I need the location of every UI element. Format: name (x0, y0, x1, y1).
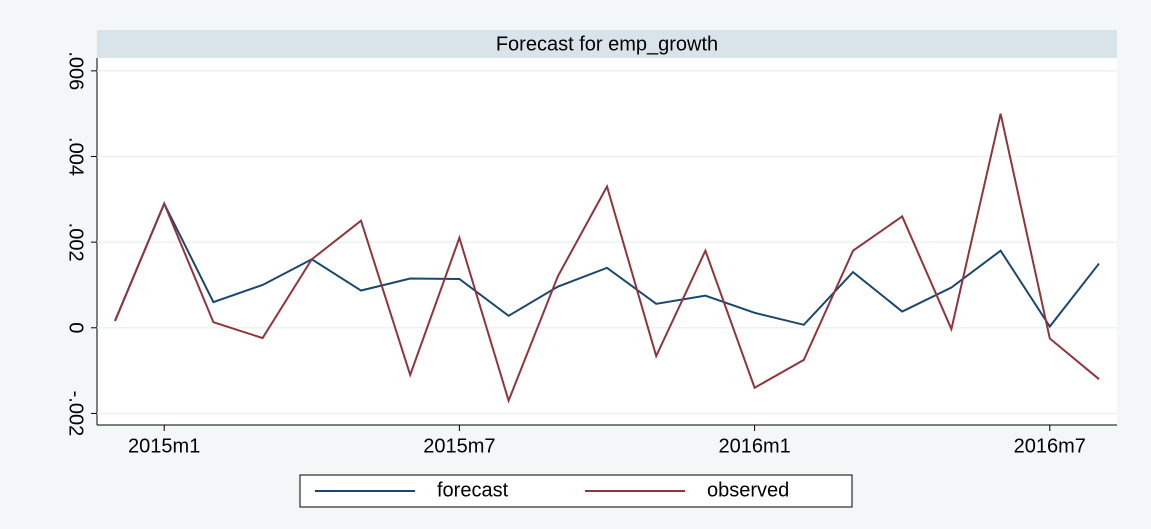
x-tick-label: 2015m7 (423, 435, 495, 457)
x-tick-label: 2016m7 (1014, 435, 1086, 457)
legend-label: forecast (437, 479, 509, 501)
x-tick-label: 2016m1 (718, 435, 790, 457)
x-tick-label: 2015m1 (128, 435, 200, 457)
y-tick-label: .006 (65, 51, 87, 90)
y-tick-label: 0 (65, 322, 87, 333)
plot-area (97, 30, 1117, 425)
y-tick-label: -.002 (65, 391, 87, 437)
chart-title: Forecast for emp_growth (496, 33, 718, 55)
data-line (114, 113, 1100, 404)
y-tick-label: .004 (65, 137, 87, 176)
y-tick-label: .002 (65, 223, 87, 262)
data-line (114, 201, 1100, 329)
legend-label: observed (707, 479, 789, 501)
title-band (97, 30, 1117, 58)
